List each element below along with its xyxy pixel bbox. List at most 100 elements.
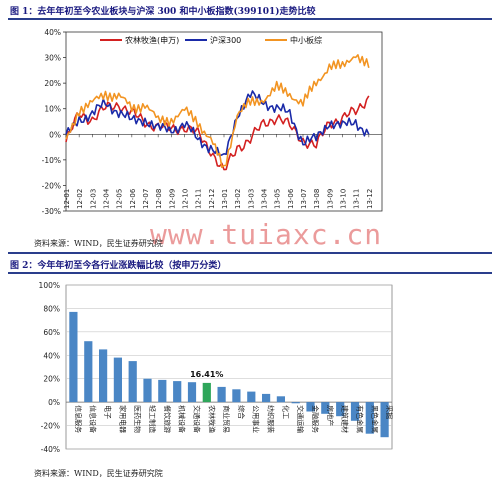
bar [365,402,374,434]
category-label: 轻工制造 [148,405,157,433]
x-tick-label: 12-07 [142,189,150,209]
x-tick-label: 13-02 [234,189,242,209]
x-tick-label: 12-03 [89,189,97,209]
y-tick-label: 30% [44,54,61,63]
y-tick-label: 20% [43,375,60,384]
figure1-source: 资料来源：WIND，民生证券研究院 [34,239,163,248]
category-label: 餐饮旅游 [163,405,172,433]
category-label: 有色金属 [355,405,364,433]
bar [158,379,167,403]
bar [217,386,226,403]
series-line-0 [65,95,370,171]
x-tick-label: 12-06 [129,188,137,209]
bar [187,382,197,403]
x-tick-label: 13-03 [247,189,255,209]
x-tick-label: 12-12 [208,189,216,209]
category-label: 建筑建材 [341,405,350,433]
y-tick-label: -10% [42,156,61,165]
y-tick-label: 40% [43,351,60,360]
x-tick-label: 12-11 [195,189,203,209]
x-tick-label: 13-11 [353,189,361,209]
bar [113,357,122,403]
bar [232,389,241,403]
category-label: 电子 [104,405,113,419]
series-line-2 [65,54,370,169]
x-tick-label: 13-05 [274,189,282,209]
legend-label-1: 沪深300 [210,35,241,45]
y-tick-label: 100% [39,281,60,290]
x-tick-label: 12-01 [63,189,71,209]
category-label: 房地产 [326,405,335,426]
figure1-title: 图 1：去年年初至今农业板块与沪深 300 和中小板指数(399101)走势比较 [10,7,316,17]
y-tick-label: 10% [44,105,61,114]
category-label: 黑色金属 [370,405,379,433]
y-tick-label: -20% [42,181,61,190]
category-label: 化工 [281,405,290,419]
x-tick-label: 13-04 [261,188,269,209]
bar [247,391,256,403]
plot-frame [65,31,383,212]
x-tick-label: 12-08 [155,189,163,209]
x-tick-label: 13-01 [221,189,229,209]
category-label: 金融服务 [311,405,320,433]
figure2-title: 图 2：今年年初至今各行业涨跌幅比较（按申万分类） [10,261,227,271]
bar [143,378,152,403]
y-tick-label: 0% [48,398,60,407]
bar [350,402,360,421]
figure2-source: 资料来源：WIND，民生证券研究院 [34,469,163,478]
category-label: 机械设备 [178,405,187,433]
y-tick-label: -40% [41,445,60,454]
category-label: 公用事业 [252,405,261,433]
y-tick-label: 20% [44,79,61,88]
figure2-title-rule [8,272,492,274]
category-label: 交通设备 [192,405,201,433]
x-tick-label: 13-09 [326,189,334,209]
y-tick-label: 60% [43,328,60,337]
x-tick-label: 12-09 [168,189,176,209]
figure2-top-rule [8,252,492,254]
x-tick-label: 12-04 [103,188,111,209]
category-label: 采掘 [385,405,394,419]
y-tick-label: 80% [43,304,60,313]
x-tick-label: 12-10 [182,189,190,209]
highlight-data-label: 16.41% [190,370,223,379]
x-tick-label: 13-07 [300,189,308,209]
bar [336,402,345,417]
category-label: 家用电器 [118,405,127,433]
bar [276,396,285,403]
figure1-title-rule [8,18,492,20]
bar [128,361,137,403]
y-tick-label: 0% [49,130,61,139]
category-label: 农林牧渔 [207,405,216,433]
x-tick-label: 13-12 [366,189,374,209]
bar [202,382,211,403]
bar [380,402,389,438]
category-label: 综合 [237,405,246,419]
bar [306,402,315,412]
legend-label-2: 中小板综 [290,35,322,45]
x-tick-label: 12-02 [76,189,84,209]
bar [84,341,93,403]
category-label: 医药生物 [133,405,142,433]
y-tick-label: -20% [41,422,60,431]
category-label: 信息服务 [74,405,83,433]
x-tick-label: 12-05 [116,189,124,209]
legend-label-0: 农林牧渔(申万) [125,35,179,45]
x-tick-label: 13-08 [313,189,321,209]
bar [69,311,78,403]
watermark-text: www.tuiaxc.cn [150,218,383,251]
y-tick-label: -30% [42,207,61,216]
category-label: 纺织服装 [267,405,276,433]
bar [262,393,271,403]
x-tick-label: 13-06 [287,188,295,209]
bar [99,349,108,403]
bar [321,402,330,414]
series-line-1 [65,90,370,157]
x-tick-label: 13-10 [340,189,348,209]
bar [173,381,182,403]
bar [291,402,300,404]
category-label: 商业贸易 [222,405,231,433]
y-tick-label: 40% [44,28,61,37]
